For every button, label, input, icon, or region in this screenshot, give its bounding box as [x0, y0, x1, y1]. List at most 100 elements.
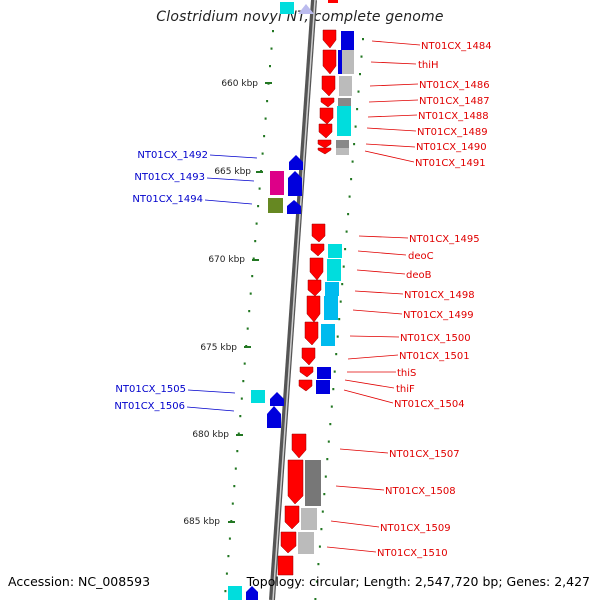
gene-thiH[interactable]: [322, 49, 337, 75]
gene-label-thiH[interactable]: thiH: [418, 60, 439, 71]
gene-1500[interactable]: [304, 321, 319, 346]
gene-1510-b[interactable]: [298, 532, 314, 554]
gene-label-1491[interactable]: NT01CX_1491: [415, 158, 486, 169]
ruler-dot: [318, 545, 321, 548]
scale-mark-685: 685 kbp: [183, 517, 235, 527]
gene-label-1492[interactable]: NT01CX_1492: [137, 150, 208, 161]
gene-partial-top-lilac[interactable]: [298, 4, 314, 14]
gene-1506[interactable]: [267, 406, 281, 428]
gene-1484[interactable]: [322, 29, 337, 49]
gene-label-1509[interactable]: NT01CX_1509: [380, 523, 451, 534]
gene-1487[interactable]: [320, 97, 335, 108]
gene-1494-a[interactable]: [268, 198, 283, 213]
gene-label-1494[interactable]: NT01CX_1494: [132, 194, 203, 205]
gene-label-1508[interactable]: NT01CX_1508: [385, 486, 456, 497]
gene-thiH-c[interactable]: [338, 50, 342, 74]
gene-label-deoC[interactable]: deoC: [408, 251, 434, 262]
gene-1493-a[interactable]: [270, 171, 284, 195]
ruler-dot: [228, 537, 231, 540]
gene-label-1506[interactable]: NT01CX_1506: [114, 401, 185, 412]
gene-label-1499[interactable]: NT01CX_1499: [403, 310, 474, 321]
gene-1487-b[interactable]: [338, 98, 351, 106]
ruler-dot: [335, 353, 338, 356]
gene-1505[interactable]: [270, 392, 284, 406]
gene-deoB-b[interactable]: [327, 259, 341, 281]
gene-label-1498[interactable]: NT01CX_1498: [404, 290, 475, 301]
ruler-dot: [227, 555, 230, 558]
gene-label-1504[interactable]: NT01CX_1504: [394, 399, 465, 410]
ruler-dot: [336, 335, 339, 338]
gene-label-1484[interactable]: NT01CX_1484: [421, 41, 492, 52]
gene-1488[interactable]: [319, 107, 334, 125]
gene-thiF[interactable]: [298, 379, 313, 392]
gene-1499[interactable]: [306, 295, 321, 323]
gene-label-1488[interactable]: NT01CX_1488: [418, 111, 489, 122]
scale-label-670: 670 kbp: [208, 255, 245, 265]
gene-deoB[interactable]: [309, 257, 324, 281]
gene-1489[interactable]: [318, 123, 333, 139]
ruler-dot: [243, 362, 246, 365]
gene-1500-b[interactable]: [321, 324, 335, 346]
gene-thiS[interactable]: [299, 366, 314, 378]
gene-label-1493[interactable]: NT01CX_1493: [134, 172, 205, 183]
gene-label-1486[interactable]: NT01CX_1486: [419, 80, 490, 91]
gene-1504[interactable]: [316, 380, 330, 394]
gene-partial-bottom-cyan[interactable]: [228, 586, 242, 600]
gene-label-deoB[interactable]: deoB: [406, 270, 432, 281]
ruler-dot: [329, 423, 332, 426]
gene-1508-b[interactable]: [305, 460, 321, 506]
ruler-dot: [330, 405, 333, 408]
gene-label-1500[interactable]: NT01CX_1500: [400, 333, 471, 344]
gene-thiH-b[interactable]: [341, 50, 354, 74]
ruler-dot: [326, 458, 329, 461]
gene-1498[interactable]: [307, 279, 322, 297]
gene-label-1501[interactable]: NT01CX_1501: [399, 351, 470, 362]
gene-1486[interactable]: [321, 75, 336, 97]
gene-label-1507[interactable]: NT01CX_1507: [389, 449, 460, 460]
gene-label-thiS[interactable]: thiS: [397, 368, 416, 379]
gene-1492[interactable]: [289, 155, 303, 170]
gene-1490-b[interactable]: [336, 140, 349, 148]
gene-1486-b[interactable]: [339, 76, 352, 96]
gene-1491[interactable]: [317, 147, 332, 155]
gene-partial-bottom-blue[interactable]: [246, 586, 258, 600]
gene-1488-b[interactable]: [337, 106, 351, 136]
gene-1494[interactable]: [287, 200, 301, 214]
ruler-dot: [357, 90, 360, 93]
ruler-dot: [270, 47, 273, 50]
gene-1491-b[interactable]: [336, 148, 349, 155]
gene-1508[interactable]: [287, 459, 304, 505]
gene-label-thiF[interactable]: thiF: [396, 384, 415, 395]
gene-partial-bottom-red[interactable]: [277, 555, 294, 576]
gene-1484-b[interactable]: [341, 31, 354, 50]
gene-1505-a[interactable]: [251, 390, 265, 403]
gene-thiS-b[interactable]: [317, 367, 331, 379]
scale-mark-665: 665 kbp: [214, 167, 263, 177]
gene-1507[interactable]: [291, 433, 307, 459]
gene-1509[interactable]: [284, 505, 300, 530]
gene-label-1495[interactable]: NT01CX_1495: [409, 234, 480, 245]
gene-label-1510[interactable]: NT01CX_1510: [377, 548, 448, 559]
gene-partial-top-red[interactable]: [328, 0, 338, 3]
gene-1499-b[interactable]: [324, 296, 338, 320]
gene-1501[interactable]: [301, 347, 316, 366]
gene-deoC-b[interactable]: [328, 244, 342, 258]
gene-label-1490[interactable]: NT01CX_1490: [416, 142, 487, 153]
gene-labels-forward: NT01CX_1484 thiH NT01CX_1486 NT01CX_1487…: [377, 41, 492, 559]
gene-deoC[interactable]: [310, 243, 325, 257]
gene-partial-top-cyan[interactable]: [280, 2, 294, 14]
gene-1490[interactable]: [317, 139, 332, 149]
gene-label-1489[interactable]: NT01CX_1489: [417, 127, 488, 138]
ruler-dot: [314, 598, 317, 600]
gene-1509-b[interactable]: [301, 508, 317, 530]
accession-info: Accession: NC_008593: [8, 574, 151, 589]
ruler-dot: [356, 108, 359, 111]
gene-label-1487[interactable]: NT01CX_1487: [419, 96, 490, 107]
gene-1510[interactable]: [280, 531, 297, 554]
gene-label-1505[interactable]: NT01CX_1505: [115, 384, 186, 395]
gene-1493[interactable]: [288, 171, 302, 196]
gene-1495[interactable]: [311, 223, 326, 243]
gene-labels-reverse: NT01CX_1492 NT01CX_1493 NT01CX_1494 NT01…: [114, 150, 208, 412]
gene-1498-b[interactable]: [325, 282, 339, 296]
